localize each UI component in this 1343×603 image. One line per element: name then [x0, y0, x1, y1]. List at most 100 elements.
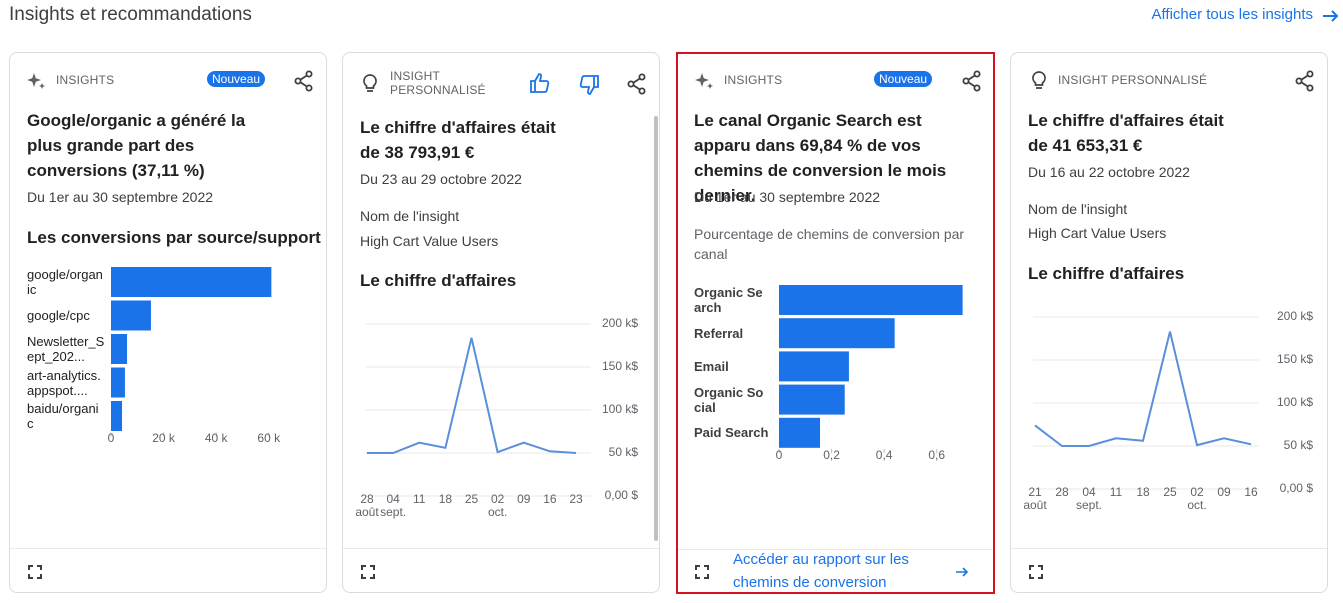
expand-icon[interactable]: [360, 564, 376, 580]
y-tick-label: 50 k$: [609, 445, 639, 459]
insight-card[interactable]: INSIGHT PERSONNALISÉ Le chiffre d'affair…: [342, 52, 660, 593]
bar: [779, 285, 963, 315]
field-label: Nom de l'insight: [1028, 201, 1128, 217]
x-tick-label: 04 sept.: [380, 492, 407, 519]
divider: [10, 548, 326, 549]
x-tick-label: 11: [413, 492, 426, 506]
x-tick-label: 21 août: [1023, 485, 1047, 512]
category-label: Paid Search: [694, 425, 769, 441]
x-tick-label: 28 août: [355, 492, 379, 519]
x-tick-label: 18: [438, 492, 453, 506]
card-label: INSIGHT PERSONNALISÉ: [390, 69, 486, 97]
date: Du 23 au 29 octobre 2022: [360, 171, 522, 187]
category-label: google/organic: [27, 267, 103, 297]
divider: [1011, 548, 1327, 549]
chart-title: Pourcentage de chemins de conversion par…: [694, 226, 965, 262]
bar: [779, 318, 895, 349]
y-tick-label: 0,00 $: [605, 488, 639, 502]
category-label: Organic Social: [694, 384, 764, 415]
x-tick-label: 25: [464, 492, 479, 506]
x-tick-label: 09: [517, 492, 531, 506]
view-all-link[interactable]: Afficher tous les insights: [1151, 6, 1313, 23]
date: Du 16 au 22 octobre 2022: [1028, 164, 1190, 180]
y-tick-label: 200 k$: [602, 316, 638, 330]
lightbulb-icon: [1032, 71, 1046, 89]
field-value: High Cart Value Users: [360, 233, 499, 249]
card-label: INSIGHTS: [56, 73, 115, 87]
y-tick-label: 100 k$: [1277, 395, 1313, 409]
chart-title: Le chiffre d'affaires: [1028, 264, 1185, 283]
x-tick-label: 23: [569, 492, 583, 506]
expand-icon[interactable]: [694, 564, 710, 580]
x-tick-label: 16: [1244, 485, 1258, 499]
divider: [343, 548, 659, 549]
chart: 0,00 $ 50 k$ 100 k$ 150 k$ 200 k$: [1033, 309, 1314, 495]
thumbs-up-icon[interactable]: [529, 72, 551, 94]
date: Du 1er au 30 septembre 2022: [27, 189, 214, 205]
arrow-icon[interactable]: [1321, 6, 1341, 26]
x-tick-label: 16: [543, 492, 557, 506]
bar: [111, 334, 128, 364]
share-icon[interactable]: [293, 70, 315, 92]
date: Du 1er au 30 septembre 2022: [694, 189, 881, 205]
y-tick-label: 100 k$: [602, 402, 638, 416]
insight-card[interactable]: INSIGHT PERSONNALISÉ Le chiffre d'affair…: [1010, 52, 1328, 593]
page-title: Insights et recommandations: [9, 4, 252, 25]
divider: [678, 549, 993, 550]
sparkle-icon: [695, 73, 713, 89]
bar: [779, 351, 849, 382]
badge: Nouveau: [874, 71, 933, 87]
chart: 0,00 $ 50 k$ 100 k$ 150 k$ 200 k$: [365, 316, 639, 502]
share-icon[interactable]: [626, 73, 648, 95]
headline: Le chiffre d'affaires était de 38 793,91…: [360, 118, 556, 162]
field-label: Nom de l'insight: [360, 208, 460, 224]
sparkle-icon: [27, 73, 45, 89]
share-icon[interactable]: [961, 70, 983, 92]
x-tick-label: 20 k: [152, 431, 176, 445]
x-tick-label: 0: [108, 431, 115, 445]
insight-card[interactable]: INSIGHTS Nouveau Google/organic a généré…: [9, 52, 327, 593]
line-series: [367, 337, 577, 454]
category-label: Referral: [694, 325, 744, 341]
x-tick-label: 02 oct.: [1187, 485, 1207, 512]
headline: Le canal Organic Search est apparu dans …: [694, 111, 947, 205]
headline: Google/organic a généré la plus grande p…: [27, 111, 246, 180]
share-icon[interactable]: [1294, 70, 1316, 92]
bar: [111, 367, 125, 398]
x-tick-label: 28: [1055, 485, 1069, 499]
chart-title: Les conversions par source/support: [27, 228, 321, 247]
x-tick-label: 60 k: [257, 431, 281, 445]
category-label: baidu/organic: [27, 401, 99, 431]
scrollbar[interactable]: [654, 116, 658, 541]
y-tick-label: 0,00 $: [1280, 481, 1314, 495]
x-tick-label: 11: [1109, 485, 1123, 499]
y-tick-label: 200 k$: [1277, 309, 1313, 323]
card-label: INSIGHTS: [724, 73, 783, 87]
headline: Le chiffre d'affaires était de 41 653,31…: [1028, 111, 1224, 155]
arrow-icon[interactable]: [954, 564, 970, 580]
y-tick-label: 50 k$: [1284, 438, 1314, 452]
category-label: Email: [694, 358, 729, 374]
x-tick-label: 02 oct.: [487, 492, 508, 519]
expand-icon[interactable]: [1028, 564, 1044, 580]
category-label: art-analytics.appspot....: [27, 367, 101, 398]
x-tick-label: 04 sept.: [1075, 485, 1102, 512]
bar: [111, 300, 151, 331]
bar: [779, 384, 845, 415]
x-tick-label: 09: [1217, 485, 1231, 499]
report-link[interactable]: Accéder au rapport sur les chemins de co…: [733, 551, 909, 591]
thumbs-down-icon[interactable]: [578, 74, 600, 96]
chart: 0 20 k 40 k 60 k: [108, 267, 281, 445]
insight-card[interactable]: INSIGHTS Nouveau Le canal Organic Search…: [676, 52, 995, 594]
y-tick-label: 150 k$: [602, 359, 638, 373]
badge: Nouveau: [207, 71, 266, 87]
category-label: google/cpc: [27, 308, 90, 323]
category-label: Organic Search: [694, 285, 763, 315]
field-value: High Cart Value Users: [1028, 225, 1167, 241]
lightbulb-icon: [363, 74, 377, 92]
expand-icon[interactable]: [27, 564, 43, 580]
bar: [111, 401, 123, 431]
x-tick-label: 18: [1136, 485, 1150, 499]
x-tick-label: 0,2: [823, 448, 840, 462]
